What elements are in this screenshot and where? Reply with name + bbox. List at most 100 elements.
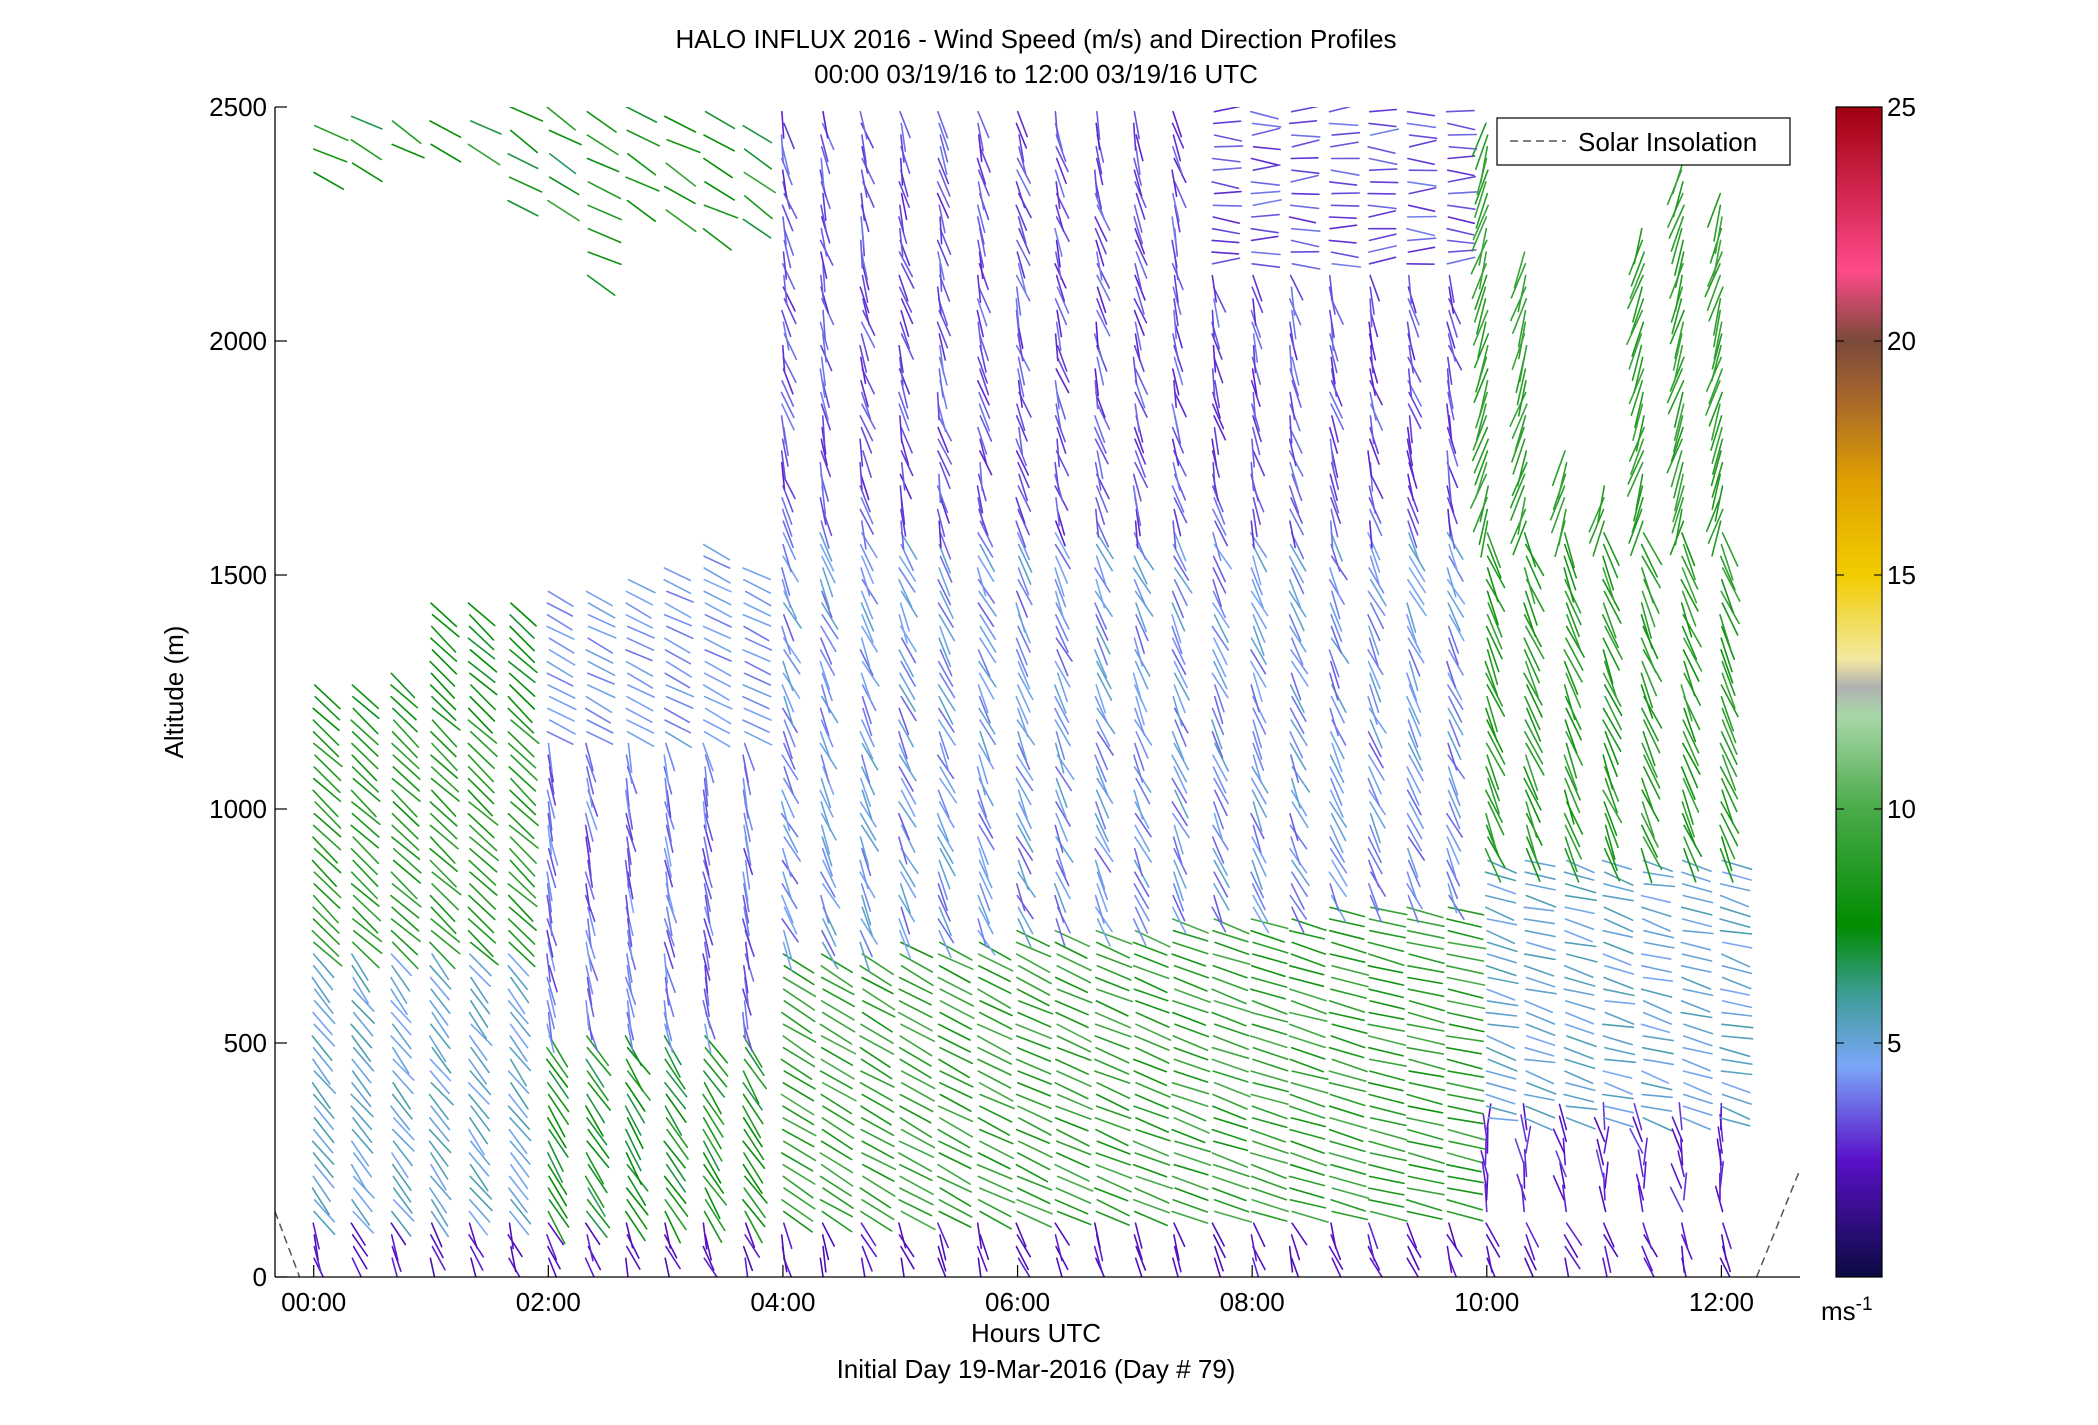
wind-arrow xyxy=(742,964,749,994)
wind-arrow xyxy=(1329,929,1365,941)
wind-arrow xyxy=(1642,918,1671,932)
x-tick-label: 04:00 xyxy=(750,1287,815,1317)
wind-arrow xyxy=(1603,883,1634,893)
wind-arrow xyxy=(1015,1163,1049,1183)
wind-arrow xyxy=(1408,344,1414,374)
wind-arrow xyxy=(1368,707,1387,734)
wind-arrow xyxy=(1486,684,1506,717)
wind-arrow xyxy=(586,672,615,685)
wind-arrow xyxy=(1406,122,1437,129)
wind-arrow xyxy=(1017,824,1034,853)
wind-arrow xyxy=(587,204,622,221)
wind-arrow xyxy=(510,1082,529,1110)
wind-arrow xyxy=(1017,742,1031,771)
wind-arrow xyxy=(1212,508,1227,536)
wind-arrow xyxy=(860,567,871,597)
wind-arrow xyxy=(1328,1152,1367,1165)
wind-arrow xyxy=(1446,1000,1486,1010)
wind-arrow xyxy=(627,1023,634,1054)
wind-arrow xyxy=(978,695,991,724)
wind-arrow xyxy=(1484,1137,1487,1166)
wind-arrow xyxy=(391,824,420,851)
wind-arrow xyxy=(861,555,874,585)
wind-arrow xyxy=(1681,1245,1685,1273)
wind-arrow xyxy=(938,730,950,760)
x-tick-label: 12:00 xyxy=(1689,1287,1754,1317)
wind-arrow xyxy=(1054,298,1068,326)
wind-arrow xyxy=(624,1140,642,1172)
wind-arrow xyxy=(1213,894,1223,923)
wind-arrow xyxy=(1094,754,1107,783)
wind-arrow xyxy=(1289,1058,1325,1073)
wind-arrow xyxy=(704,754,715,784)
wind-arrow xyxy=(781,1199,814,1222)
wind-arrow xyxy=(1252,1046,1289,1060)
wind-arrow xyxy=(1671,227,1683,265)
wind-arrow xyxy=(1486,695,1498,733)
wind-arrow xyxy=(313,812,342,838)
wind-arrow xyxy=(1509,391,1527,427)
wind-arrow xyxy=(1627,274,1644,310)
wind-arrow xyxy=(1448,344,1463,371)
wind-arrow xyxy=(1368,637,1379,667)
wind-arrow xyxy=(313,1199,336,1223)
wind-arrow xyxy=(430,1082,454,1106)
wind-arrow xyxy=(821,1128,853,1150)
wind-arrow xyxy=(507,660,536,684)
wind-arrow xyxy=(1289,321,1295,351)
wind-arrow xyxy=(1602,894,1634,902)
wind-arrow xyxy=(431,1046,452,1074)
wind-arrow xyxy=(1447,391,1455,421)
wind-arrow xyxy=(1671,1128,1683,1154)
wind-arrow xyxy=(1408,555,1426,583)
wind-arrow xyxy=(939,1000,975,1020)
wind-arrow xyxy=(860,883,872,913)
wind-arrow xyxy=(1589,508,1605,544)
wind-arrow xyxy=(508,906,537,931)
wind-arrow xyxy=(1634,391,1644,429)
wind-arrow xyxy=(1017,1011,1052,1028)
wind-arrow xyxy=(819,1152,854,1174)
wind-arrow xyxy=(1446,1210,1484,1222)
wind-arrow xyxy=(744,660,772,676)
wind-arrow xyxy=(1134,1152,1171,1166)
wind-arrow xyxy=(938,637,952,668)
wind-arrow xyxy=(1602,953,1632,966)
wind-arrow xyxy=(430,789,457,818)
wind-arrow xyxy=(898,766,914,792)
wind-arrow xyxy=(1096,274,1111,302)
wind-arrow xyxy=(470,1000,489,1028)
wind-arrow xyxy=(939,847,956,877)
wind-arrow xyxy=(664,836,672,867)
wind-arrow xyxy=(1214,379,1221,409)
wind-arrow xyxy=(978,859,993,889)
wind-arrow xyxy=(1406,426,1413,455)
wind-arrow xyxy=(1486,590,1499,626)
wind-arrow xyxy=(1681,567,1698,604)
wind-arrow xyxy=(1017,625,1031,653)
wind-arrow xyxy=(1134,391,1148,418)
wind-arrow xyxy=(545,1058,569,1088)
wind-arrow xyxy=(1406,1222,1418,1249)
wind-arrow xyxy=(1288,976,1325,988)
wind-arrow xyxy=(312,1152,334,1178)
wind-arrow xyxy=(1251,1023,1288,1036)
wind-arrow xyxy=(1250,777,1267,805)
wind-arrow xyxy=(861,1093,895,1113)
wind-arrow xyxy=(898,356,904,386)
wind-arrow xyxy=(313,1000,336,1025)
wind-arrow xyxy=(1517,496,1526,536)
wind-arrow xyxy=(626,847,632,877)
wind-arrow xyxy=(1173,1234,1180,1261)
wind-arrow xyxy=(1406,812,1423,840)
wind-arrow xyxy=(1291,309,1297,340)
wind-arrow xyxy=(664,719,692,734)
wind-arrow xyxy=(1331,1187,1370,1199)
wind-arrow xyxy=(1472,415,1488,451)
wind-arrow xyxy=(546,602,574,617)
wind-arrow xyxy=(860,1222,877,1247)
wind-arrow xyxy=(626,672,654,689)
wind-arrow xyxy=(976,216,985,245)
wind-arrow xyxy=(1096,1093,1130,1111)
wind-arrow xyxy=(1447,590,1465,618)
